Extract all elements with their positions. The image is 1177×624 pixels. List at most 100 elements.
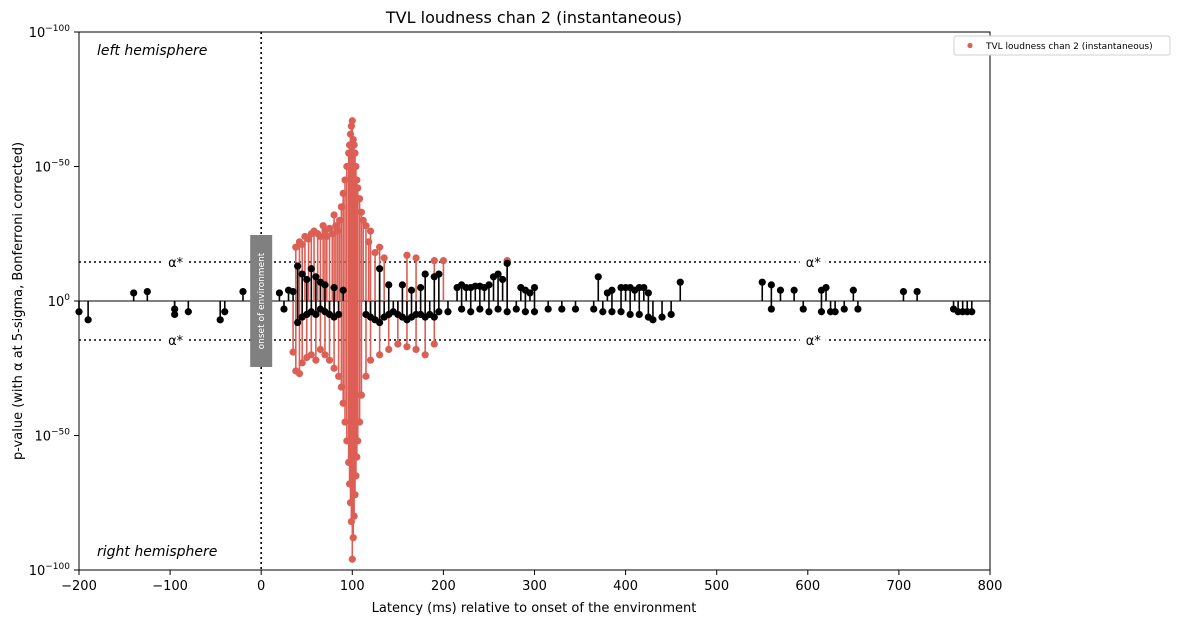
data-point <box>444 308 452 316</box>
data-point <box>530 283 539 292</box>
y-tick-label: 100 <box>48 293 71 310</box>
data-point <box>341 176 349 184</box>
data-point <box>84 316 92 324</box>
data-point <box>503 308 511 316</box>
data-point <box>968 308 976 316</box>
data-point <box>499 275 507 284</box>
x-tick-label: 800 <box>978 579 1003 594</box>
data-point <box>335 310 343 319</box>
data-point <box>330 211 338 219</box>
data-point <box>294 262 302 270</box>
x-tick-label: 700 <box>886 579 911 594</box>
data-point <box>143 287 151 296</box>
data-point <box>330 283 338 292</box>
data-point <box>312 310 320 319</box>
data-point <box>295 370 304 378</box>
data-point <box>303 275 311 284</box>
data-point <box>337 383 345 391</box>
data-point <box>321 281 329 289</box>
data-point <box>357 208 366 216</box>
x-tick-label: 0 <box>257 579 265 594</box>
data-point <box>817 308 826 316</box>
data-point <box>130 289 138 297</box>
data-point <box>676 278 684 286</box>
data-point <box>335 372 343 380</box>
data-point <box>337 203 345 211</box>
data-point <box>503 259 511 267</box>
data-point <box>439 257 447 265</box>
data-point <box>353 453 361 461</box>
data-point <box>571 305 580 313</box>
data-point <box>417 283 425 292</box>
data-point <box>366 356 375 364</box>
data-point <box>353 176 361 184</box>
data-point <box>312 273 320 281</box>
data-point <box>385 281 393 289</box>
data-point <box>512 305 520 313</box>
data-point <box>799 305 807 313</box>
data-point <box>307 265 315 273</box>
data-point <box>626 310 634 319</box>
data-point <box>594 273 602 281</box>
data-point <box>558 305 566 313</box>
data-point <box>316 345 325 354</box>
series-3 <box>75 301 976 327</box>
data-point <box>530 308 539 316</box>
data-point <box>467 308 475 316</box>
data-point <box>376 265 384 273</box>
data-point <box>767 281 775 289</box>
data-point <box>767 305 775 313</box>
data-point <box>403 251 411 259</box>
data-point <box>349 136 357 144</box>
data-point <box>216 316 224 324</box>
data-point <box>348 555 356 563</box>
data-point <box>321 351 329 359</box>
data-point <box>421 270 429 278</box>
data-point <box>334 227 342 235</box>
data-point <box>221 308 229 316</box>
data-point <box>394 340 402 348</box>
data-point <box>347 122 355 130</box>
data-point <box>298 359 306 367</box>
data-point <box>831 308 839 316</box>
alpha-label: α* <box>806 334 822 349</box>
data-point <box>351 149 359 157</box>
data-point <box>357 391 366 399</box>
data-point <box>350 512 358 520</box>
data-point <box>312 356 320 364</box>
data-point <box>355 418 364 426</box>
alpha-label-bg <box>799 332 826 349</box>
data-point <box>840 305 848 313</box>
data-point <box>430 313 438 321</box>
data-point <box>352 162 360 171</box>
data-point <box>298 270 306 278</box>
data-point <box>289 287 297 296</box>
data-point <box>476 305 484 313</box>
data-point <box>526 289 534 297</box>
data-point <box>362 372 370 380</box>
x-tick-label: 400 <box>613 579 638 594</box>
data-point <box>590 305 598 313</box>
alpha-label: α* <box>168 334 184 349</box>
data-point <box>366 227 375 235</box>
data-point <box>275 289 284 297</box>
data-point <box>494 305 502 313</box>
data-point <box>407 286 416 294</box>
data-point <box>376 243 384 251</box>
data-point <box>758 278 766 286</box>
data-point <box>421 351 429 359</box>
data-point <box>184 308 192 316</box>
axes-layer: −200 −100 0 100 200 300 400 500 600 700 800 10−100 1… <box>29 24 1003 594</box>
data-point <box>380 254 388 262</box>
data-point <box>365 238 373 246</box>
series-2 <box>130 259 921 301</box>
data-point <box>171 310 179 319</box>
y-axis-label: p-value (with α at 5-sigma, Bonferroni c… <box>11 142 26 460</box>
data-point <box>485 308 493 316</box>
data-point <box>280 305 288 313</box>
right-hemisphere-label: right hemisphere <box>97 544 217 560</box>
data-point <box>325 356 334 364</box>
alpha-label-bg <box>162 253 189 270</box>
data-point <box>330 364 338 372</box>
